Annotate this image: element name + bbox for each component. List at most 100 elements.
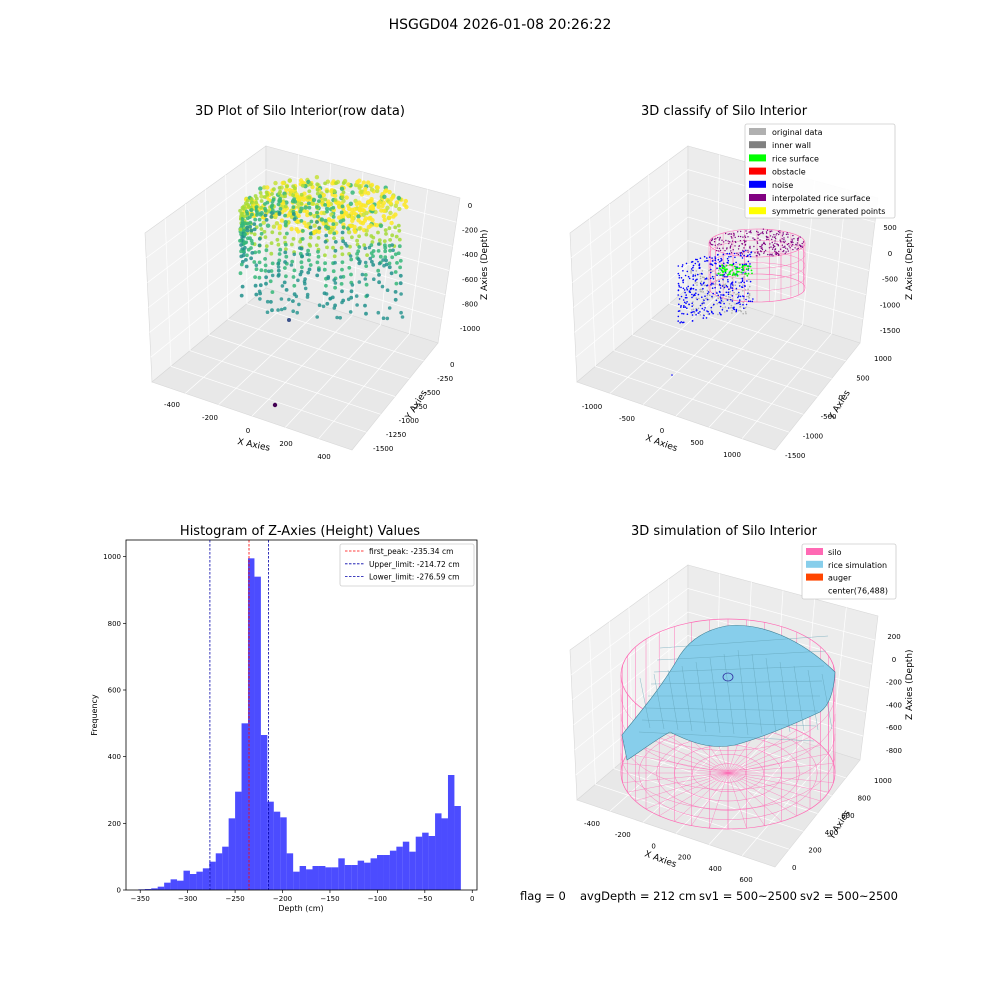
panel2-point: [737, 253, 740, 256]
panel2-point: [697, 273, 699, 276]
panel2-point: [797, 239, 799, 242]
panel1-point: [263, 202, 267, 206]
panel2-point: [680, 277, 683, 279]
panel1-point: [368, 256, 373, 261]
panel4-rice-mesh-line: [709, 657, 721, 734]
panel1-point: [388, 248, 392, 253]
panel2-point: [790, 241, 793, 244]
panel1-point: [315, 273, 320, 278]
panel1-point: [343, 241, 348, 246]
panel1-point: [354, 201, 360, 207]
panel2-point: [692, 284, 695, 286]
histogram-bar: [435, 813, 442, 890]
panel1-point: [292, 217, 297, 222]
panel2-point: [733, 235, 735, 237]
panel2-point: [746, 280, 748, 282]
panel2-point: [749, 265, 752, 268]
panel2-point: [750, 251, 752, 254]
panel1-point: [283, 250, 288, 255]
panel2-point: [747, 300, 750, 303]
panel2-x-tick-label: 500: [690, 439, 703, 447]
panel2-point: [731, 298, 734, 301]
panel2-point: [706, 257, 708, 259]
panel2-point: [749, 247, 751, 249]
panel2-point: [750, 232, 752, 234]
panel4-x-tick-label: 200: [678, 854, 691, 862]
panel1-point: [271, 197, 276, 202]
panel1-z-tick-label: 0: [468, 202, 472, 210]
panel1-point: [356, 214, 361, 219]
panel2-point: [712, 283, 714, 285]
panel2-legend-swatch: [749, 141, 766, 149]
panel2-point: [744, 311, 747, 313]
panel1-point: [299, 192, 304, 197]
panel1-point: [340, 260, 345, 265]
panel1-point: [331, 215, 336, 219]
panel2-point: [747, 267, 750, 270]
panel2-point: [697, 307, 700, 310]
panel2-point: [745, 272, 747, 275]
panel2-point: [761, 243, 763, 246]
panel1-point: [287, 297, 291, 302]
histogram-bar: [318, 866, 326, 890]
panel2-point: [731, 269, 734, 271]
panel1-point: [277, 231, 282, 236]
panel2-point: [719, 313, 722, 316]
panel2-point: [795, 243, 797, 246]
panel1-point: [291, 299, 295, 303]
panel2-point: [792, 248, 794, 251]
panel2-point: [756, 241, 758, 243]
panel1-point: [239, 262, 244, 267]
panel4-title: 3D simulation of Silo Interior: [631, 524, 817, 539]
histogram-legend-frame: [339, 543, 475, 587]
panel1-point: [280, 284, 285, 288]
panel2-legend: original data inner wall rice surface obsta…: [744, 123, 896, 219]
panel4-x-tick-label: 0: [651, 842, 655, 850]
panel1-point: [340, 230, 345, 235]
panel4-gridline: [741, 607, 847, 857]
panel2-point: [692, 274, 695, 276]
panel1-point: [312, 223, 317, 228]
panel1-point: [369, 199, 374, 204]
panel1-point: [283, 260, 287, 264]
panel2-point: [749, 245, 751, 248]
histogram-y-ticks: 0 200 400 600 800 1000: [103, 553, 126, 895]
panel1-point: [331, 218, 336, 224]
footer-sv2: sv2 = 500~2500: [800, 889, 898, 903]
panel1-point: [388, 210, 393, 216]
panel1-point: [367, 216, 372, 221]
panel1-point: [297, 302, 301, 307]
panel2-point: [710, 239, 713, 242]
panel1-point: [308, 235, 313, 240]
histogram-bars: [138, 558, 461, 890]
panel1-point: [323, 218, 328, 223]
panel1-point: [308, 244, 313, 248]
panel1-x-tick-label: 200: [279, 440, 292, 448]
panel2-point: [723, 262, 725, 265]
panel1-point: [291, 205, 296, 210]
panel2-point: [773, 234, 775, 236]
panel1-point: [357, 234, 361, 239]
panel1-point: [339, 245, 344, 250]
panel1-point: [270, 208, 275, 213]
panel2-point: [743, 276, 745, 278]
panel2-z-tick-label: -1000: [880, 301, 900, 309]
panel2-point: [734, 265, 736, 268]
histogram-bar: [454, 806, 461, 890]
panel2-point: [714, 286, 716, 289]
panel2-point: [776, 232, 778, 235]
panel1-point: [258, 297, 262, 301]
panel1-point: [273, 180, 278, 186]
panel1-point: [399, 310, 403, 315]
panel1-point: [243, 232, 248, 237]
panel4-rice-mesh-line: [641, 719, 817, 727]
panel2-point: [686, 307, 688, 310]
panel1-point: [265, 310, 270, 315]
panel2-z-tick-label: -1500: [880, 327, 900, 335]
panel1-point: [259, 199, 264, 203]
panel2-legend-label: original data: [772, 128, 823, 137]
panel2-point: [718, 301, 720, 304]
panel1-point: [365, 293, 370, 298]
panel1-point: [254, 200, 259, 205]
panel1-point: [239, 249, 244, 254]
